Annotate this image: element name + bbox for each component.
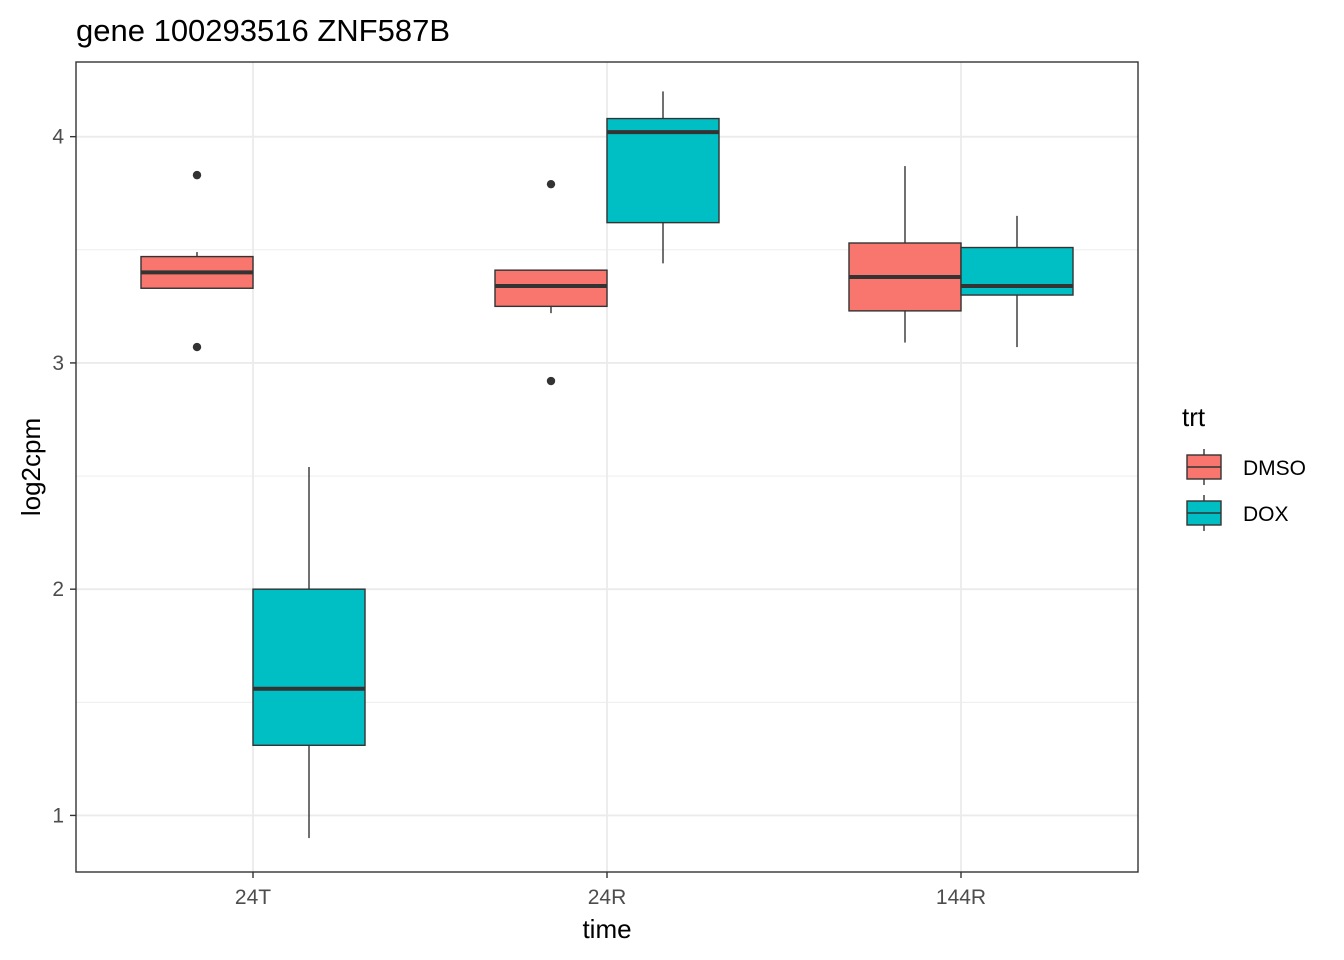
x-axis-title: time xyxy=(582,914,631,944)
x-tick-label: 24R xyxy=(588,886,627,909)
x-tick-label: 24T xyxy=(235,886,271,909)
y-tick-label: 4 xyxy=(52,126,64,149)
axes-layer: 1 2 3 4 24T 24R 144R xyxy=(52,126,986,909)
y-axis-title: log2cpm xyxy=(16,418,46,516)
legend: trt DMSO DOX xyxy=(1182,402,1306,531)
outlier-point xyxy=(546,179,556,189)
box-dmso xyxy=(494,269,608,308)
box-dox xyxy=(252,588,366,746)
outlier-point xyxy=(546,376,556,386)
y-tick-label: 1 xyxy=(52,804,64,827)
outlier-point xyxy=(192,170,202,180)
legend-title: trt xyxy=(1182,402,1206,432)
legend-label: DMSO xyxy=(1243,457,1306,480)
x-tick-label: 144R xyxy=(936,886,986,909)
y-tick-label: 3 xyxy=(52,352,64,375)
legend-label: DOX xyxy=(1243,503,1289,526)
box-dox xyxy=(606,117,720,224)
boxes-layer xyxy=(140,91,1074,839)
outlier-point xyxy=(192,342,202,352)
chart-title: gene 100293516 ZNF587B xyxy=(76,13,450,48)
y-tick-label: 2 xyxy=(52,578,64,601)
